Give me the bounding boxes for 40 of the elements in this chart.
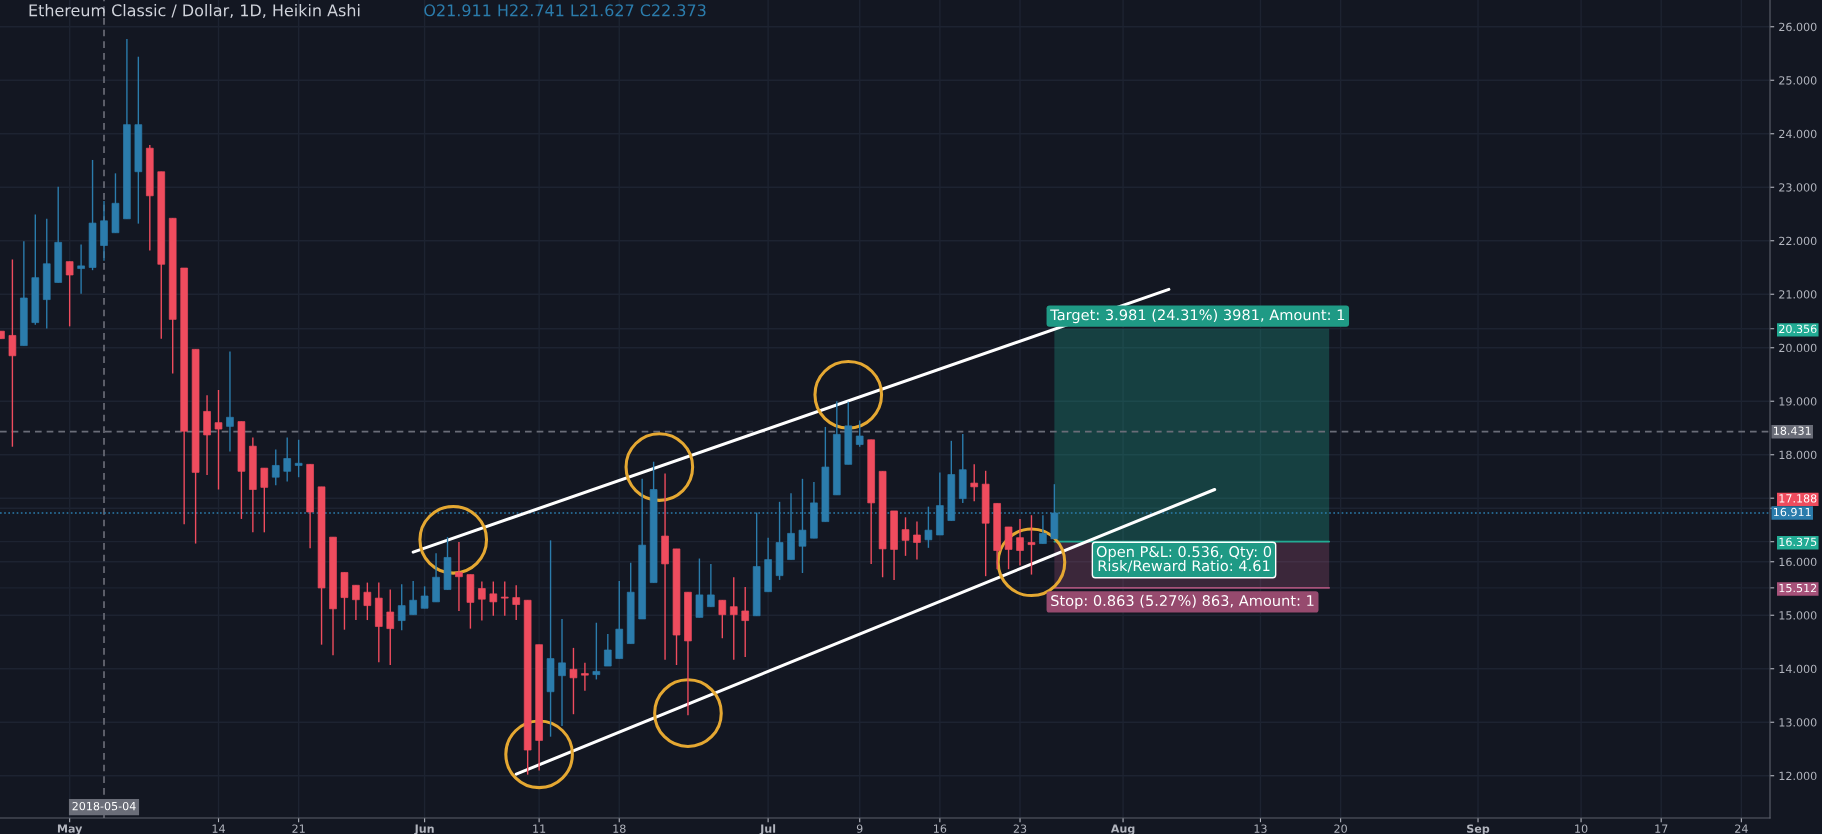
x-tick-label: 14 bbox=[212, 824, 225, 833]
y-tick-label: 14.000 bbox=[1779, 664, 1817, 674]
x-tick-label: 20 bbox=[1334, 824, 1347, 833]
x-tick-label: 18 bbox=[613, 824, 626, 833]
annotation: Stop: 0.863 (5.27%) 863, Amount: 1 bbox=[1051, 594, 1314, 609]
ref-line-label: 18.431 bbox=[1774, 426, 1811, 435]
x-tick-label: 21 bbox=[292, 824, 305, 833]
x-tick-label: 24 bbox=[1735, 824, 1748, 833]
chart-title: Ethereum Classic / Dollar, 1D, Heikin Ashi bbox=[29, 4, 360, 18]
x-tick-label: 11 bbox=[533, 824, 546, 833]
x-tick-label: 16 bbox=[934, 824, 947, 833]
y-tick-label: 15.000 bbox=[1779, 611, 1817, 620]
x-tick-label: 17 bbox=[1655, 824, 1668, 833]
x-tick-label: Jun bbox=[414, 824, 434, 834]
y-tick-label: 20.356 bbox=[1779, 324, 1817, 334]
annotation: Open P&L: 0.536, Qty: 0 Risk/Reward Ratio: 4.61 bbox=[1096, 546, 1272, 573]
x-tick-label: 10 bbox=[1575, 824, 1588, 833]
y-tick-label: 13.000 bbox=[1779, 718, 1817, 727]
x-tick-label: 23 bbox=[1013, 824, 1027, 833]
ref-line-label: 16.911 bbox=[1774, 507, 1811, 517]
y-tick-label: 21.000 bbox=[1779, 290, 1817, 299]
x-tick-label: Jul bbox=[759, 824, 776, 834]
chart-subtitle: O21.911 H22.741 L21.627 C22.373 bbox=[424, 4, 706, 17]
annotation: Target: 3.981 (24.31%) 3981, Amount: 1 bbox=[1050, 309, 1345, 324]
ref-line-label: 2018-05-04 bbox=[72, 801, 136, 811]
x-tick-label: 13 bbox=[1254, 824, 1267, 833]
y-tick-label: 16.000 bbox=[1779, 557, 1817, 567]
y-tick-label: 19.000 bbox=[1779, 397, 1817, 406]
y-tick-label: 24.000 bbox=[1779, 129, 1817, 139]
y-tick-label: 17.188 bbox=[1779, 494, 1817, 503]
y-tick-label: 18.000 bbox=[1779, 450, 1817, 460]
y-tick-label: 23.000 bbox=[1779, 183, 1817, 192]
y-tick-label: 22.000 bbox=[1779, 236, 1817, 246]
x-tick-label: 9 bbox=[856, 824, 863, 833]
y-tick-label: 26.000 bbox=[1779, 22, 1817, 32]
y-tick-label: 15.512 bbox=[1779, 583, 1817, 593]
y-tick-label: 12.000 bbox=[1779, 771, 1817, 781]
y-tick-label: 20.000 bbox=[1779, 343, 1817, 353]
y-tick-label: 25.000 bbox=[1779, 76, 1817, 85]
y-tick-label: 16.375 bbox=[1779, 537, 1817, 547]
